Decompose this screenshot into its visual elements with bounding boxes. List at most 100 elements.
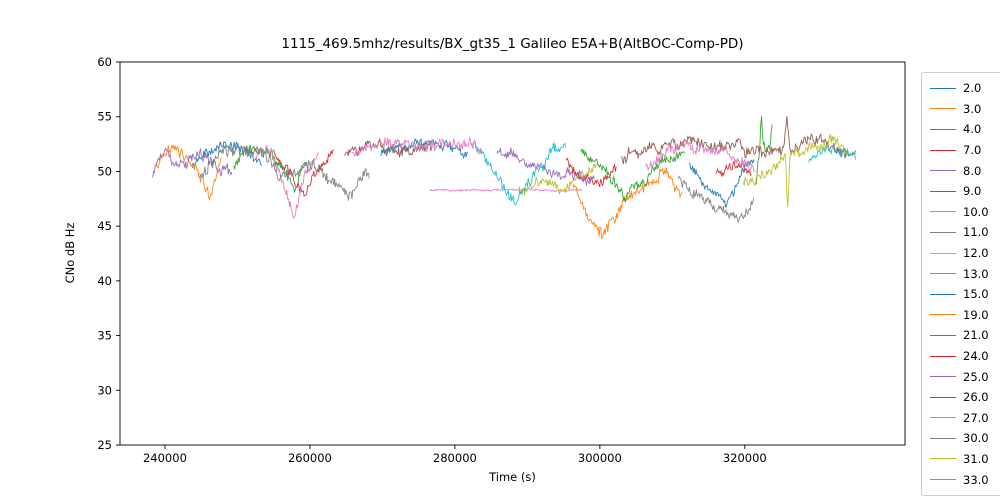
series-line-15.0 xyxy=(688,159,755,208)
legend-line-sample xyxy=(930,231,956,233)
legend-item-7.0: 7.0 xyxy=(930,140,1000,161)
series-line-10.0 xyxy=(255,145,320,220)
series-line-2.0 xyxy=(192,141,263,169)
legend-item-11.0: 11.0 xyxy=(930,222,1000,243)
legend-item-9.0: 9.0 xyxy=(930,181,1000,202)
legend-item-10.0: 10.0 xyxy=(930,202,1000,223)
series-line-3.0 xyxy=(155,144,222,201)
legend-item-3.0: 3.0 xyxy=(930,99,1000,120)
x-tick-label: 280000 xyxy=(433,451,477,465)
legend-label: 31.0 xyxy=(963,451,989,466)
legend-line-sample xyxy=(930,355,956,357)
legend-item-4.0: 4.0 xyxy=(930,119,1000,140)
series-line-27.0 xyxy=(351,136,483,157)
legend-item-15.0: 15.0 xyxy=(930,284,1000,305)
legend-label: 7.0 xyxy=(963,143,982,158)
legend-label: 13.0 xyxy=(963,266,989,281)
legend-line-sample xyxy=(930,273,956,275)
legend-item-24.0: 24.0 xyxy=(930,346,1000,367)
series-line-27.0 xyxy=(645,140,755,173)
y-tick-label: 25 xyxy=(97,438,112,452)
legend-item-27.0: 27.0 xyxy=(930,408,1000,429)
legend-item-30.0: 30.0 xyxy=(930,428,1000,449)
series-line-24.0 xyxy=(715,161,752,177)
legend-label: 9.0 xyxy=(963,184,982,199)
legend-line-sample xyxy=(930,458,956,460)
series-line-26.0 xyxy=(344,138,433,158)
x-tick-label: 260000 xyxy=(288,451,332,465)
legend-label: 15.0 xyxy=(963,287,989,302)
y-tick-label: 45 xyxy=(97,219,112,233)
series-line-11.0 xyxy=(199,141,370,201)
legend-label: 25.0 xyxy=(963,369,989,384)
legend-line-sample xyxy=(930,252,956,254)
y-axis-label: CNo dB Hz xyxy=(63,222,77,284)
axes-frame xyxy=(119,61,906,446)
series-line-7.0 xyxy=(273,149,334,197)
legend-label: 8.0 xyxy=(963,163,982,178)
y-tick-label: 35 xyxy=(97,329,112,343)
series-line-19.0 xyxy=(572,167,683,239)
legend-label: 11.0 xyxy=(963,225,989,240)
legend-line-sample xyxy=(930,314,956,316)
legend-line-sample xyxy=(930,170,956,172)
legend-item-2.0: 2.0 xyxy=(930,78,1000,99)
series-lines xyxy=(152,115,857,239)
legend-line-sample xyxy=(930,376,956,378)
legend-label: 30.0 xyxy=(963,431,989,446)
legend-line-sample xyxy=(930,211,956,213)
legend-line-sample xyxy=(930,334,956,336)
legend-item-33.0: 33.0 xyxy=(930,469,1000,490)
legend-line-sample xyxy=(930,87,956,89)
series-line-13.0 xyxy=(474,140,567,206)
legend-line-sample xyxy=(930,437,956,439)
legend-label: 33.0 xyxy=(963,472,989,487)
series-line-33.0 xyxy=(808,145,857,163)
legend-line-sample xyxy=(930,293,956,295)
legend-line-sample xyxy=(930,190,956,192)
legend-label: 26.0 xyxy=(963,390,989,405)
legend-label: 4.0 xyxy=(963,122,982,137)
legend-label: 10.0 xyxy=(963,204,989,219)
legend-line-sample xyxy=(930,417,956,419)
series-line-21.0 xyxy=(755,116,773,185)
legend-item-13.0: 13.0 xyxy=(930,263,1000,284)
legend-item-25.0: 25.0 xyxy=(930,366,1000,387)
legend-item-21.0: 21.0 xyxy=(930,325,1000,346)
y-tick-label: 40 xyxy=(97,274,112,288)
series-line-8.0 xyxy=(152,147,233,178)
legend-item-8.0: 8.0 xyxy=(930,160,1000,181)
x-tick-label: 300000 xyxy=(578,451,622,465)
series-line-21.0 xyxy=(580,147,685,202)
legend-label: 3.0 xyxy=(963,101,982,116)
series-line-10.0 xyxy=(429,188,583,193)
legend-label: 24.0 xyxy=(963,349,989,364)
legend-line-sample xyxy=(930,128,956,130)
y-tick-label: 55 xyxy=(97,110,112,124)
y-tick-label: 60 xyxy=(97,55,112,69)
legend-label: 27.0 xyxy=(963,410,989,425)
legend-label: 12.0 xyxy=(963,246,989,261)
series-line-9.0 xyxy=(621,115,857,165)
x-tick-label: 240000 xyxy=(143,451,187,465)
legend-line-sample xyxy=(930,108,956,110)
legend-item-26.0: 26.0 xyxy=(930,387,1000,408)
series-line-30.0 xyxy=(677,175,755,224)
legend-label: 21.0 xyxy=(963,328,989,343)
legend-label: 19.0 xyxy=(963,307,989,322)
x-tick-label: 320000 xyxy=(723,451,767,465)
legend-item-19.0: 19.0 xyxy=(930,305,1000,326)
chart-title: 1115_469.5mhz/results/BX_gt35_1 Galileo … xyxy=(281,36,744,52)
legend: 2.0 3.0 4.0 7.0 8.0 9.0 10.0 11.0 12.0 13.0 15.0 19… xyxy=(921,72,1000,496)
legend-line-sample xyxy=(930,396,956,398)
legend-line-sample xyxy=(930,149,956,151)
y-tick-label: 30 xyxy=(97,383,112,397)
legend-line-sample xyxy=(930,479,956,481)
x-axis-label: Time (s) xyxy=(489,470,536,484)
legend-label: 2.0 xyxy=(963,81,982,96)
legend-item-31.0: 31.0 xyxy=(930,449,1000,470)
legend-item-12.0: 12.0 xyxy=(930,243,1000,264)
series-line-31.0 xyxy=(742,134,849,207)
